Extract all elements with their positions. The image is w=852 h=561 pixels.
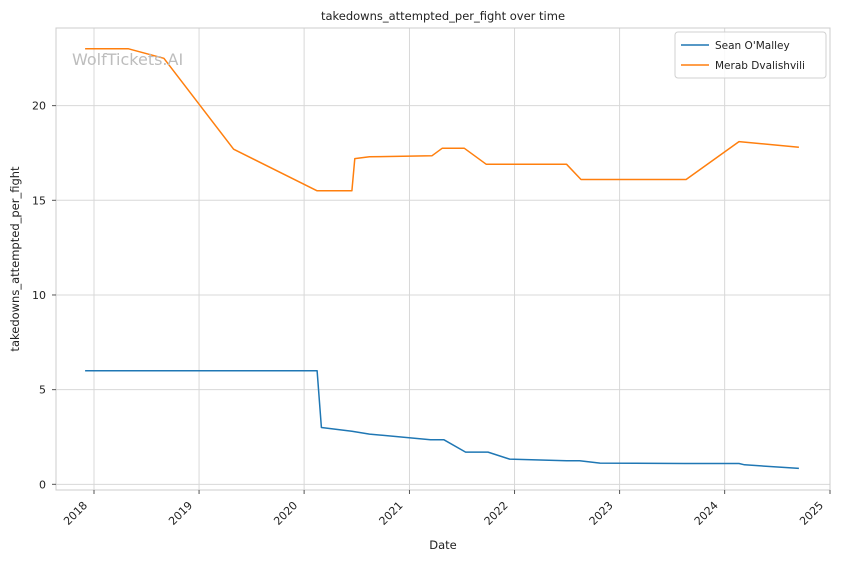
plot-area — [55, 27, 831, 491]
x-tick-label: 2025 — [797, 499, 826, 528]
y-tick-label: 15 — [32, 194, 46, 207]
x-tick-label: 2020 — [271, 499, 300, 528]
x-tick-label: 2021 — [377, 499, 406, 528]
legend-box — [674, 31, 827, 79]
x-axis-title: Date — [429, 538, 457, 552]
x-tick-label: 2019 — [166, 499, 195, 528]
grid — [56, 28, 831, 490]
y-tick-label: 0 — [39, 478, 46, 491]
y-tick-label: 20 — [32, 100, 46, 113]
x-tick-label: 2018 — [61, 499, 90, 528]
legend-label-sean-omalley: Sean O'Malley — [715, 40, 790, 52]
x-tick-label: 2022 — [482, 499, 511, 528]
y-axis-title: takedowns_attempted_per_fight — [8, 166, 22, 352]
y-tick-label: 10 — [32, 289, 46, 302]
legend-label-merab-dvalishvili: Merab Dvalishvili — [715, 60, 805, 72]
series-lines — [85, 48, 799, 470]
legend: Sean O'Malley Merab Dvalishvili — [674, 31, 827, 79]
x-tick-label: 2023 — [587, 499, 616, 528]
x-tick-label: 2024 — [692, 499, 721, 528]
series-line-merab-dvalishvili — [85, 48, 799, 192]
chart-title: takedowns_attempted_per_fight over time — [321, 9, 565, 23]
y-tick-label: 5 — [39, 384, 46, 397]
series-line-sean-o-malley — [85, 369, 799, 470]
watermark: WolfTickets.AI — [72, 50, 183, 69]
